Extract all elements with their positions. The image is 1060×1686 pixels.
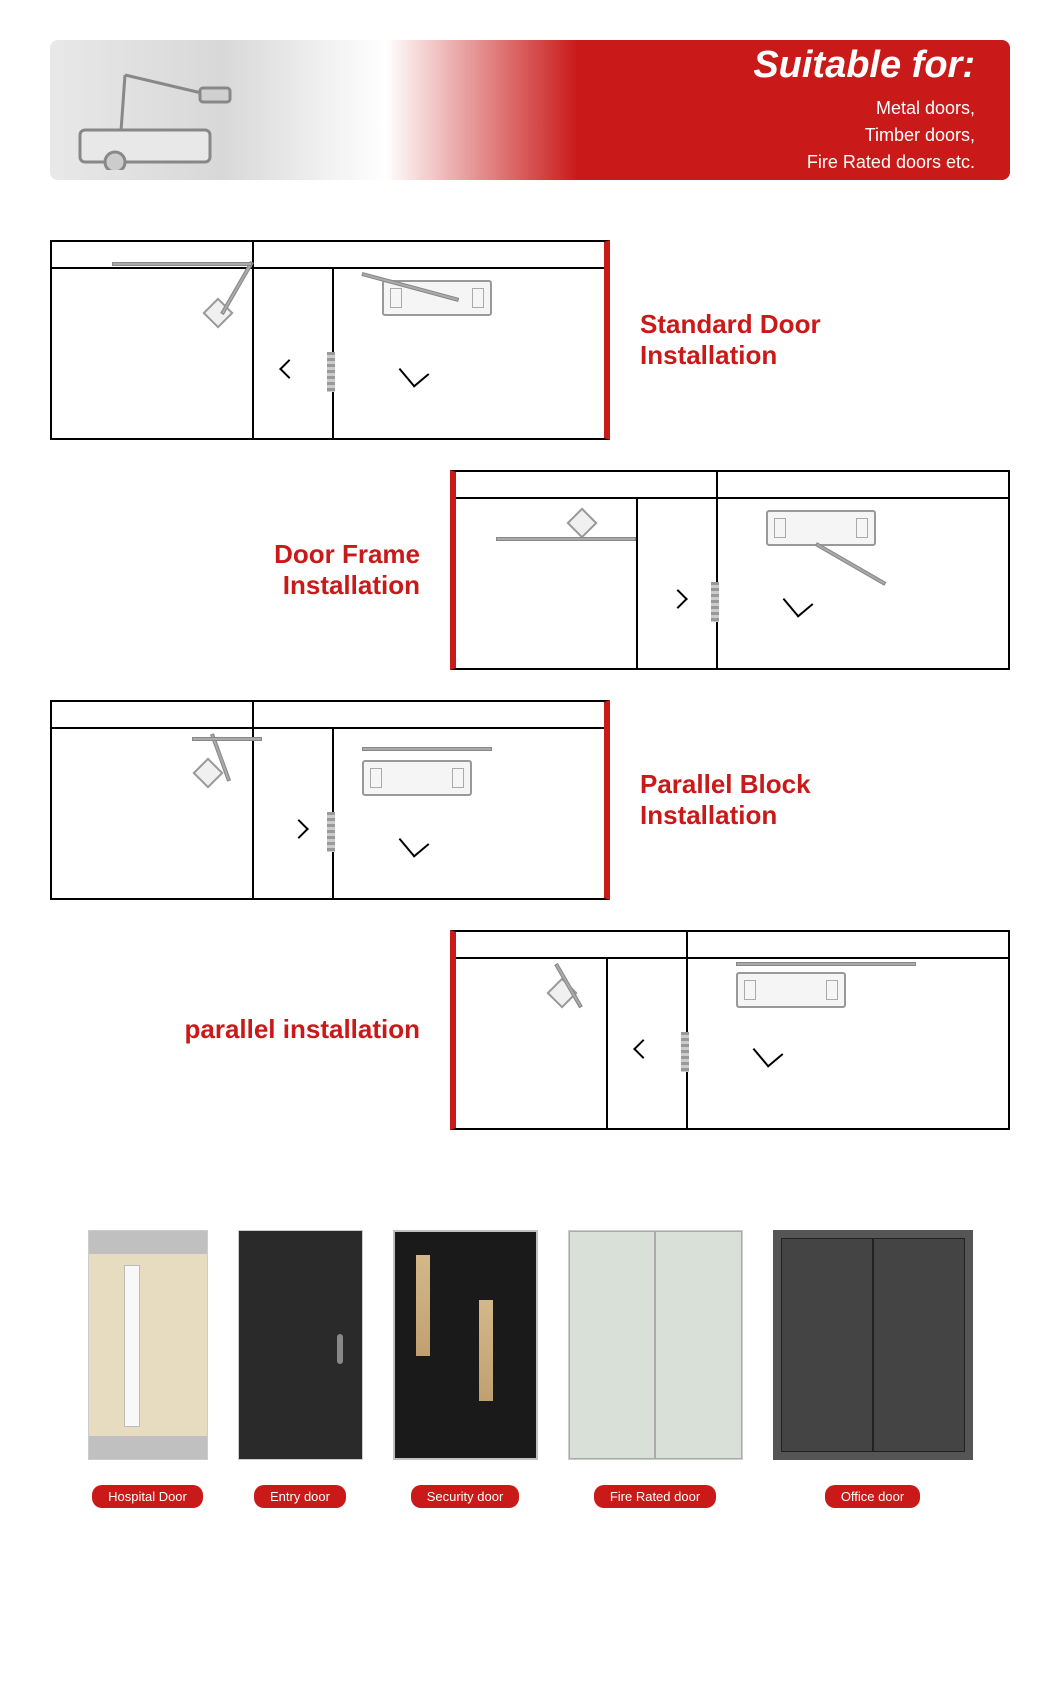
door-item-fire-rated: Fire Rated door — [568, 1230, 743, 1508]
diagram-standard — [50, 240, 610, 440]
banner-line-1: Metal doors, — [250, 95, 975, 122]
label-standard: Standard Door Installation — [640, 309, 900, 371]
door-caption-entry: Entry door — [254, 1485, 346, 1508]
door-caption-fire-rated: Fire Rated door — [594, 1485, 716, 1508]
label-frame: Door Frame Installation — [160, 539, 420, 601]
install-row-parallel: parallel installation — [50, 930, 1010, 1130]
door-item-hospital: Hospital Door — [88, 1230, 208, 1508]
label-parallel-block: Parallel Block Installation — [640, 769, 900, 831]
label-parallel: parallel installation — [184, 1014, 420, 1045]
banner-line-2: Timber doors, — [250, 122, 975, 149]
product-hero-image — [50, 40, 250, 180]
door-image-security — [393, 1230, 538, 1460]
banner-line-3: Fire Rated doors etc. — [250, 149, 975, 176]
install-row-standard: Standard Door Installation — [50, 240, 1010, 440]
door-caption-office: Office door — [825, 1485, 920, 1508]
door-caption-security: Security door — [411, 1485, 520, 1508]
door-caption-hospital: Hospital Door — [92, 1485, 203, 1508]
install-row-parallel-block: Parallel Block Installation — [50, 700, 1010, 900]
door-gallery: Hospital Door Entry door Security door F… — [50, 1230, 1010, 1508]
diagram-parallel-block — [50, 700, 610, 900]
suitable-for-banner: Suitable for: Metal doors, Timber doors,… — [50, 40, 1010, 180]
door-image-office — [773, 1230, 973, 1460]
install-row-frame: Door Frame Installation — [50, 470, 1010, 670]
door-image-hospital — [88, 1230, 208, 1460]
door-item-security: Security door — [393, 1230, 538, 1508]
banner-title: Suitable for: — [250, 44, 975, 87]
diagram-parallel — [450, 930, 1010, 1130]
diagram-frame — [450, 470, 1010, 670]
door-image-fire-rated — [568, 1230, 743, 1460]
banner-text-block: Suitable for: Metal doors, Timber doors,… — [250, 44, 1010, 176]
door-item-entry: Entry door — [238, 1230, 363, 1508]
door-image-entry — [238, 1230, 363, 1460]
door-item-office: Office door — [773, 1230, 973, 1508]
